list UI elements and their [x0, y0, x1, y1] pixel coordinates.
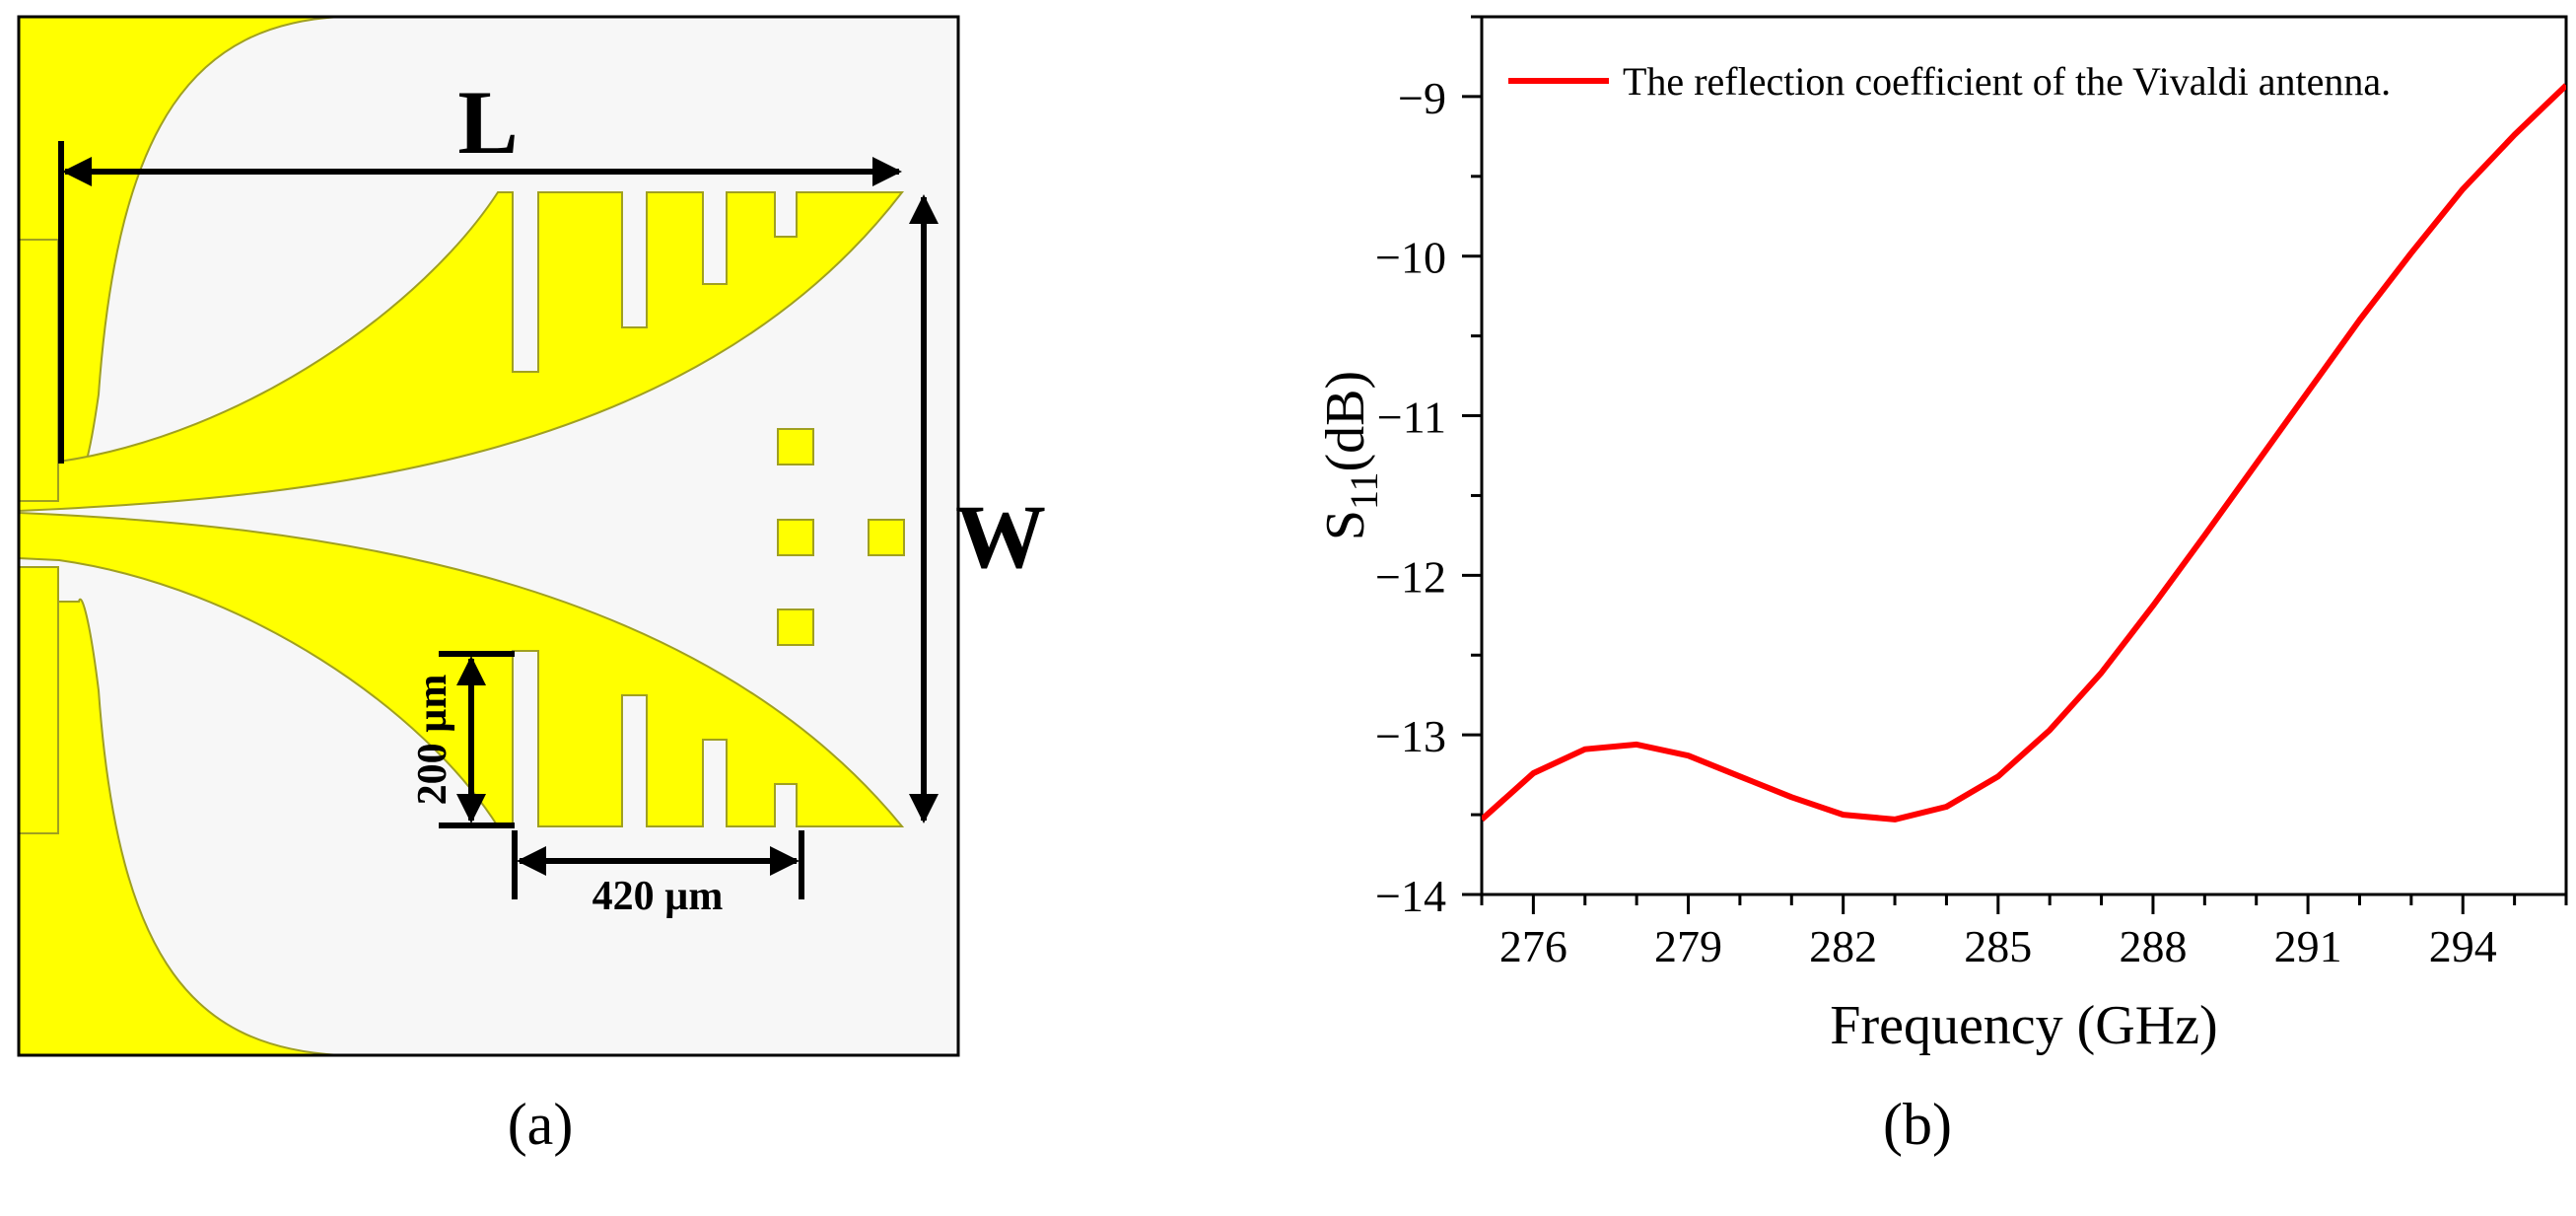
director-square: [777, 519, 814, 556]
x-tick-label: 291: [2274, 921, 2342, 971]
x-tick-label: 294: [2429, 921, 2497, 971]
y-tick-label: −14: [1375, 871, 1446, 921]
caption-b: (b): [1883, 1092, 1952, 1157]
label-420-um: 420 µm: [592, 874, 724, 919]
substrate-frame: [17, 15, 960, 1057]
plot-area: [1480, 15, 2568, 896]
y-tick-label: −12: [1375, 551, 1446, 602]
upper-wing: [18, 191, 905, 513]
s11-chart: −14−13−12−11−10−9 276 279 282 285 288 291 294 …: [1315, 15, 2568, 1157]
label-W: W: [955, 486, 1046, 587]
label-L: L: [457, 72, 518, 173]
x-axis: 276 279 282 285 288 291 294: [1480, 894, 2568, 971]
director-square: [777, 428, 814, 465]
left-strip-top: [18, 239, 59, 502]
legend-label: The reflection coefficient of the Vivald…: [1623, 59, 2391, 104]
y-axis-title-suffix: (dB): [1315, 371, 1376, 472]
y-axis-title: S11(dB): [1315, 371, 1386, 540]
y-tick-label: −10: [1375, 233, 1446, 283]
x-axis-title: Frequency (GHz): [1830, 995, 2217, 1056]
svg-text:S11(dB): S11(dB): [1315, 371, 1386, 540]
director-square: [777, 608, 814, 646]
y-axis-title-main: S: [1315, 510, 1376, 540]
bottom-edge-metal: [18, 598, 341, 1056]
y-axis-title-sub: 11: [1342, 471, 1386, 510]
director-square: [868, 519, 905, 556]
antenna-diagram: L W 200 µm 420 µm (a): [17, 15, 1046, 1157]
x-tick-label: 276: [1499, 921, 1567, 971]
x-tick-label: 285: [1964, 921, 2032, 971]
s11-series-line: [1482, 83, 2566, 823]
left-strip-bottom: [18, 566, 59, 834]
y-tick-label: −11: [1377, 393, 1446, 443]
y-tick-label: −9: [1398, 73, 1446, 123]
y-axis: −14 −13 −12 −11 −10 −9: [1375, 15, 1482, 921]
caption-a: (a): [508, 1092, 574, 1157]
x-tick-label: 288: [2119, 921, 2187, 971]
y-tick-label: −13: [1375, 711, 1446, 761]
x-tick-label: 282: [1809, 921, 1877, 971]
x-tick-label: 279: [1654, 921, 1722, 971]
label-200-um: 200 µm: [410, 675, 455, 806]
